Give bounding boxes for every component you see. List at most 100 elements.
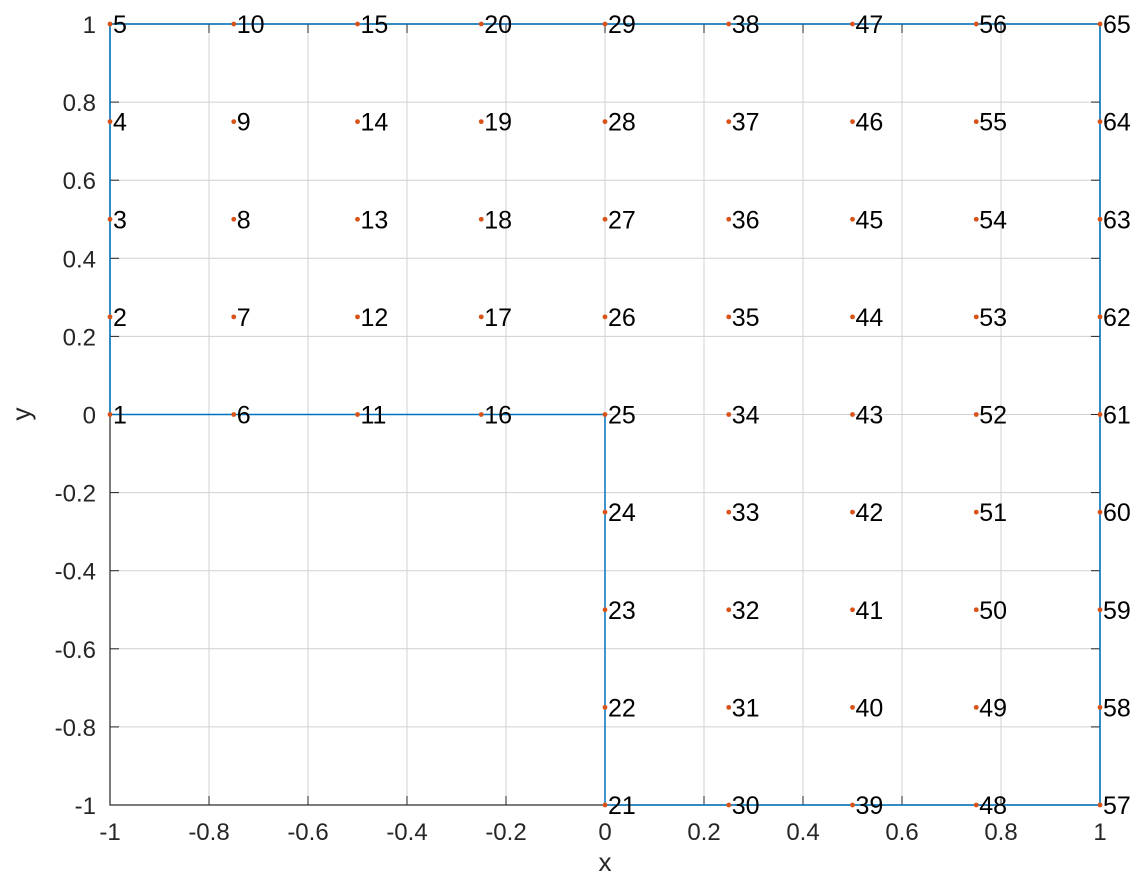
- node-label: 35: [732, 304, 760, 332]
- node-point: [355, 216, 360, 222]
- node-label: 55: [979, 109, 1007, 137]
- node-label: 54: [979, 206, 1007, 234]
- node-label: 20: [484, 11, 512, 39]
- x-tick-label: 0: [598, 819, 611, 846]
- mesh-nodes: 1234567891011121314151617181920212223242…: [107, 11, 1131, 820]
- node-point: [973, 412, 979, 417]
- node-point: [973, 216, 979, 222]
- node-point: [1097, 216, 1103, 222]
- node-point: [1097, 21, 1103, 27]
- x-tick-label: -1: [99, 819, 120, 846]
- node-label: 43: [856, 402, 884, 430]
- node-point: [231, 21, 237, 27]
- y-tick-label: -0.8: [55, 715, 96, 742]
- node-label: 27: [608, 206, 636, 234]
- node-point: [726, 314, 732, 320]
- y-axis-label: y: [6, 408, 36, 421]
- node-label: 5: [113, 11, 127, 39]
- node-label: 44: [856, 304, 884, 332]
- node-point: [973, 21, 979, 27]
- node-label: 50: [979, 597, 1007, 625]
- node-label: 57: [1103, 792, 1131, 820]
- node-point: [231, 412, 237, 417]
- x-tick-label: 0.2: [687, 819, 720, 846]
- node-label: 58: [1103, 694, 1131, 722]
- node-label: 53: [979, 304, 1007, 332]
- node-label: 9: [237, 109, 251, 137]
- node-point: [850, 509, 855, 515]
- node-point: [973, 119, 979, 125]
- tick-labels: -1 -0.8 -0.6 -0.4 -0.2 0 0.2 0.4 0.6 0.8 1 -1 -0.8 -0…: [55, 12, 1107, 846]
- y-tick-label: 0: [83, 403, 96, 430]
- y-tick-label: 1: [83, 12, 96, 39]
- node-point: [478, 119, 484, 125]
- x-tick-label: 0.6: [885, 819, 918, 846]
- node-label: 21: [608, 792, 636, 820]
- node-point: [602, 412, 608, 417]
- node-label: 45: [856, 206, 884, 234]
- node-point: [355, 21, 360, 27]
- node-point: [726, 412, 732, 417]
- x-tick-label: -0.2: [485, 819, 526, 846]
- node-label: 26: [608, 304, 636, 332]
- node-label: 38: [732, 11, 760, 39]
- node-point: [726, 704, 732, 710]
- x-tick-label: 1: [1093, 819, 1106, 846]
- node-label: 23: [608, 597, 636, 625]
- node-point: [850, 607, 855, 613]
- node-label: 34: [732, 402, 760, 430]
- node-label: 8: [237, 206, 251, 234]
- node-label: 16: [484, 402, 512, 430]
- node-point: [107, 314, 113, 320]
- node-point: [602, 802, 608, 808]
- node-point: [1097, 119, 1103, 125]
- node-point: [973, 607, 979, 613]
- y-tick-label: 0.6: [63, 168, 96, 195]
- node-label: 28: [608, 109, 636, 137]
- node-point: [850, 216, 855, 222]
- node-label: 17: [484, 304, 512, 332]
- node-point: [850, 412, 855, 417]
- node-label: 59: [1103, 597, 1131, 625]
- node-point: [355, 119, 360, 125]
- node-point: [726, 509, 732, 515]
- node-label: 64: [1103, 109, 1131, 137]
- node-label: 61: [1103, 402, 1131, 430]
- node-point: [850, 314, 855, 320]
- node-label: 6: [237, 402, 251, 430]
- node-point: [107, 412, 113, 417]
- node-label: 37: [732, 109, 760, 137]
- x-axis-label: x: [599, 847, 612, 877]
- node-label: 49: [979, 694, 1007, 722]
- node-point: [726, 119, 732, 125]
- y-tick-label: 0.4: [63, 246, 96, 273]
- node-point: [602, 119, 608, 125]
- node-point: [850, 704, 855, 710]
- node-point: [1097, 704, 1103, 710]
- node-point: [726, 802, 732, 808]
- node-label: 42: [856, 499, 884, 527]
- node-point: [478, 412, 484, 417]
- y-tick-label: -0.6: [55, 637, 96, 664]
- node-label: 11: [361, 402, 387, 430]
- node-label: 2: [113, 304, 127, 332]
- node-point: [973, 509, 979, 515]
- node-point: [478, 21, 484, 27]
- node-point: [973, 704, 979, 710]
- x-tick-label: -0.4: [386, 819, 427, 846]
- node-label: 10: [237, 11, 265, 39]
- node-label: 65: [1103, 11, 1131, 39]
- node-point: [602, 21, 608, 27]
- node-label: 24: [608, 499, 636, 527]
- node-point: [602, 509, 608, 515]
- node-point: [1097, 509, 1103, 515]
- node-label: 48: [979, 792, 1007, 820]
- node-label: 29: [608, 11, 636, 39]
- node-label: 31: [732, 694, 760, 722]
- node-label: 63: [1103, 206, 1131, 234]
- x-tick-label: -0.8: [188, 819, 229, 846]
- y-tick-label: 0.8: [63, 90, 96, 117]
- node-point: [478, 314, 484, 320]
- node-point: [602, 704, 608, 710]
- node-label: 33: [732, 499, 760, 527]
